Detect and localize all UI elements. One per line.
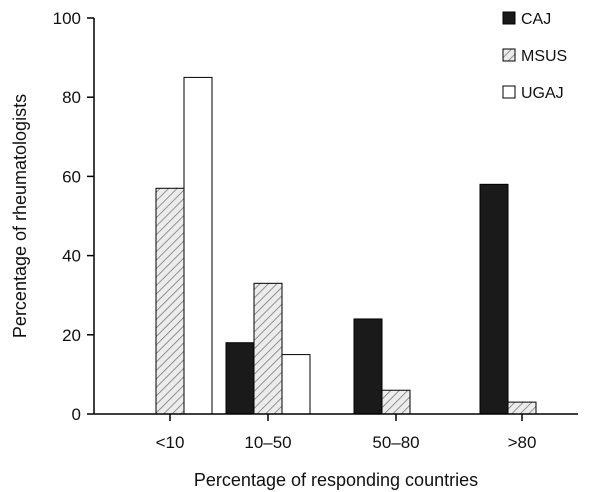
x-tick-label: <10 [156,433,185,452]
y-tick-label: 80 [62,88,81,107]
legend-label-caj: CAJ [521,11,551,28]
legend-item-msus: MSUS [502,48,567,65]
bar-caj-10-50 [225,342,255,415]
legend-swatch-ugaj [502,85,516,99]
x-ticks: <10 10–50 50–80 >80 [156,414,537,452]
y-tick-label: 60 [62,167,81,186]
legend-swatch-msus [502,48,516,62]
bar-msus-10 [155,187,185,415]
legend-label-msus: MSUS [521,48,567,65]
legend: CAJ MSUS UGAJ [502,11,567,102]
bar-caj-50-80 [353,318,383,415]
x-tick-label: 50–80 [372,433,419,452]
y-tick-label: 100 [53,9,81,28]
bar-caj-80 [479,183,509,415]
y-ticks: 0 20 40 60 80 100 [53,9,94,424]
x-tick-label: 10–50 [244,433,291,452]
bars-layer [155,76,537,415]
bar-ugaj-10 [183,76,213,415]
bar-ugaj-10-50 [281,354,311,415]
x-tick-label: >80 [508,433,537,452]
bar-msus-80 [507,401,537,415]
y-tick-label: 20 [62,326,81,345]
legend-item-ugaj: UGAJ [502,85,564,102]
y-axis-label: Percentage of rheumatologists [10,94,30,338]
legend-swatch-caj [502,11,516,25]
x-axis-label: Percentage of responding countries [194,470,478,490]
y-tick-label: 0 [72,405,81,424]
legend-label-ugaj: UGAJ [521,85,564,102]
y-tick-label: 40 [62,247,81,266]
legend-item-caj: CAJ [502,11,551,28]
bar-msus-10-50 [253,282,283,415]
bar-msus-50-80 [381,389,411,415]
